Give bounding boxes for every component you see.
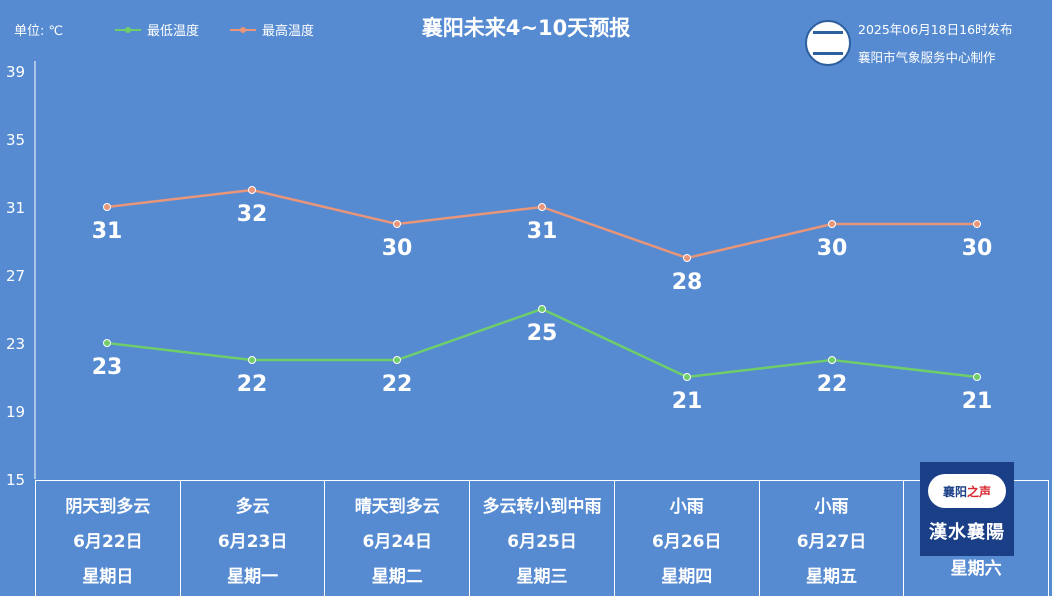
pavilion-icon [813, 31, 843, 55]
y-tick-label: 39 [6, 63, 25, 81]
day-weather: 多云转小到中雨 [482, 497, 602, 517]
day-weekday: 星期一 [227, 567, 279, 587]
y-tick-label: 35 [6, 131, 25, 149]
day-column: 星期六 [903, 481, 1050, 596]
data-label: 25 [527, 321, 558, 346]
radio-name-b: 之声 [967, 484, 992, 499]
data-point [103, 203, 111, 211]
day-date: 6月22日 [73, 532, 143, 552]
data-label: 30 [382, 236, 413, 261]
day-date: 6月23日 [217, 532, 288, 552]
data-point [248, 356, 256, 364]
radio-station-logo: 襄阳 之声 漢水襄陽 [920, 462, 1014, 556]
day-weekday: 星期五 [805, 567, 857, 587]
chart-title: 襄阳未来4~10天预报 [421, 16, 631, 40]
day-column: 阴天到多云 6月22日 星期日 [35, 481, 180, 596]
publish-time: 2025年06月18日16时发布 [858, 22, 1013, 37]
data-point [103, 339, 111, 347]
day-weekday: 星期三 [516, 567, 568, 587]
day-weekday: 星期六 [950, 558, 1002, 579]
day-column: 多云转小到中雨 6月25日 星期三 [469, 481, 614, 596]
legend-high-swatch [230, 26, 256, 33]
day-weather: 多云 [235, 497, 270, 517]
data-label: 28 [672, 270, 703, 295]
data-point [973, 373, 981, 381]
legend-low: 最低温度 [115, 20, 199, 39]
data-point [828, 356, 836, 364]
day-column: 多云 6月23日 星期一 [179, 481, 325, 596]
legend-high: 最高温度 [230, 20, 314, 39]
y-tick-label: 15 [6, 471, 25, 489]
data-point [393, 356, 401, 364]
data-point [248, 186, 256, 194]
data-point [683, 254, 691, 262]
radio-name-a: 襄阳 [942, 484, 967, 499]
data-label: 30 [817, 236, 848, 261]
day-weekday: 星期四 [661, 567, 713, 587]
data-label: 31 [92, 219, 123, 244]
legend-low-swatch [115, 26, 141, 33]
data-point [683, 373, 691, 381]
y-tick-label: 19 [6, 403, 25, 421]
day-date: 6月26日 [651, 532, 722, 552]
y-tick-label: 23 [6, 335, 25, 353]
publisher: 襄阳市气象服务中心制作 [858, 50, 996, 65]
forecast-table: 阴天到多云 6月22日 星期日 多云 6月23日 星期一 晴天到多云 6月24日… [35, 480, 1050, 596]
data-label: 21 [962, 389, 993, 414]
cloud-icon: 襄阳 之声 [928, 474, 1006, 508]
y-tick-label: 31 [6, 199, 25, 217]
y-tick-label: 27 [6, 267, 25, 285]
day-column: 晴天到多云 6月24日 星期二 [324, 481, 469, 596]
unit-label: 单位: ℃ [14, 24, 64, 39]
data-label: 32 [237, 202, 268, 227]
legend-high-label: 最高温度 [262, 24, 315, 39]
publish-info: 2025年06月18日16时发布 襄阳市气象服务中心制作 [858, 16, 1013, 72]
data-label: 21 [672, 389, 703, 414]
data-label: 22 [817, 372, 848, 397]
data-point [538, 305, 546, 313]
data-label: 30 [962, 236, 993, 261]
data-point [393, 220, 401, 228]
data-label: 23 [92, 355, 123, 380]
data-point [538, 203, 546, 211]
day-date: 6月27日 [796, 532, 867, 552]
radio-subtitle: 漢水襄陽 [929, 522, 1005, 543]
data-label: 22 [237, 372, 268, 397]
day-date: 6月24日 [362, 532, 433, 552]
day-column: 小雨 6月26日 星期四 [613, 481, 759, 596]
data-point [973, 220, 981, 228]
day-weekday: 星期二 [371, 567, 423, 587]
data-label: 22 [382, 372, 413, 397]
day-column: 小雨 6月27日 星期五 [758, 481, 904, 596]
day-weather: 阴天到多云 [65, 497, 151, 517]
legend-low-label: 最低温度 [147, 24, 200, 39]
data-label: 31 [527, 219, 558, 244]
day-weather: 小雨 [669, 497, 704, 517]
data-point [828, 220, 836, 228]
day-weather: 晴天到多云 [354, 497, 440, 517]
day-date: 6月25日 [507, 532, 577, 552]
weather-service-logo [805, 20, 851, 66]
day-weekday: 星期日 [82, 567, 134, 587]
day-weather: 小雨 [814, 497, 849, 517]
